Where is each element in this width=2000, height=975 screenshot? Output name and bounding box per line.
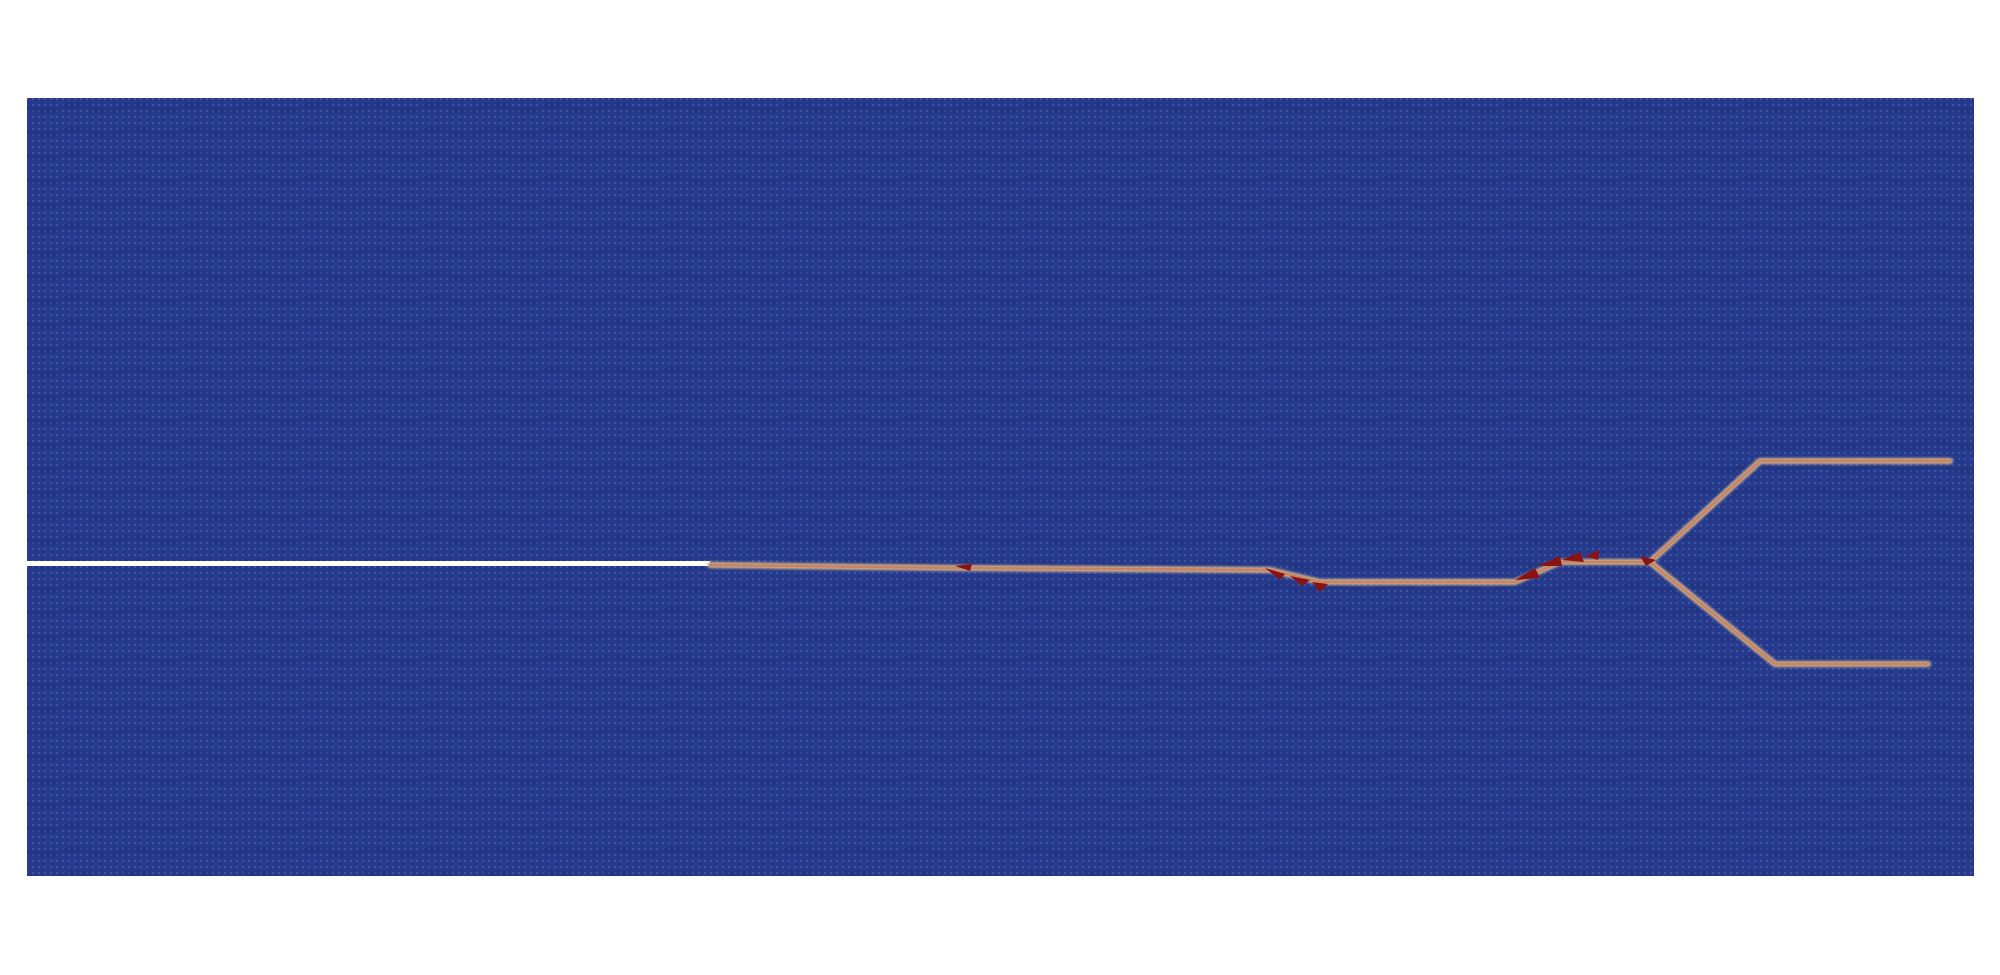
damage-spot [1290,576,1310,586]
damage-spot [1585,550,1600,560]
damage-spot [1640,556,1656,566]
damage-spots [955,550,1656,592]
damage-spot [1312,582,1328,592]
damage-spot [1562,552,1584,562]
plate-shading [27,98,1974,876]
damage-spot [1515,568,1540,580]
damage-spot [955,564,972,571]
initial-notch [27,561,710,566]
damage-spot [1538,556,1562,566]
damage-spot [1265,568,1285,580]
lower-branch [1648,560,1930,666]
upper-branch [1648,459,1952,564]
